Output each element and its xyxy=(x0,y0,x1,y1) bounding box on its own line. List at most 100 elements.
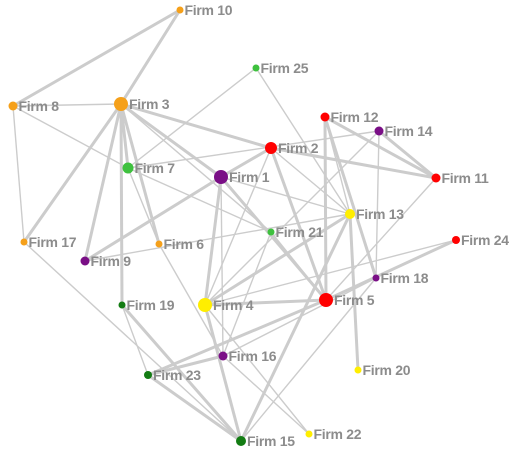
node-label-firm-5: Firm 5 xyxy=(334,292,375,308)
node-firm-22[interactable] xyxy=(305,430,313,438)
edge-f3-f17 xyxy=(22,102,123,244)
node-firm-19[interactable] xyxy=(118,301,126,309)
edge-f3-f1 xyxy=(119,102,223,179)
edge-f1-f13 xyxy=(220,176,351,215)
edge-f3-f21 xyxy=(120,103,272,233)
node-firm-2[interactable] xyxy=(265,142,277,154)
edge-f2-f5 xyxy=(269,146,328,302)
node-firm-8[interactable] xyxy=(8,101,18,111)
edge-f19-f23 xyxy=(121,304,149,376)
edge-f16-f22 xyxy=(222,355,310,435)
edge-f23-f15 xyxy=(146,373,243,443)
node-label-firm-12: Firm 12 xyxy=(331,109,379,125)
edge-f21-f5 xyxy=(270,231,327,301)
edge-f1-f9 xyxy=(83,175,223,263)
node-firm-17[interactable] xyxy=(20,238,28,246)
node-firm-9[interactable] xyxy=(80,256,90,266)
node-firm-21[interactable] xyxy=(267,228,275,236)
edge-f12-f5 xyxy=(323,115,328,302)
edge-f25-f13 xyxy=(255,67,351,215)
node-label-firm-1: Firm 1 xyxy=(229,169,270,185)
node-firm-13[interactable] xyxy=(345,209,355,219)
node-label-firm-14: Firm 14 xyxy=(385,123,433,139)
edge-f3-f10 xyxy=(119,8,182,106)
node-label-firm-7: Firm 7 xyxy=(135,160,176,176)
edge-f19-f15 xyxy=(120,303,243,443)
node-firm-23[interactable] xyxy=(144,371,152,379)
node-label-firm-18: Firm 18 xyxy=(381,270,429,286)
labels-layer: Firm 1 Firm 2 Firm 3 Firm 4 Firm 5 Firm 6 Firm… xyxy=(19,2,510,449)
node-firm-20[interactable] xyxy=(354,366,362,374)
node-firm-3[interactable] xyxy=(114,97,128,111)
node-label-firm-9: Firm 9 xyxy=(91,253,132,269)
node-label-firm-15: Firm 15 xyxy=(247,433,295,449)
edge-f4-f5 xyxy=(203,298,328,307)
edge-f15-f17 xyxy=(23,241,242,442)
node-firm-24[interactable] xyxy=(452,236,460,244)
edge-f14-f4 xyxy=(204,130,380,306)
edge-f3-f19 xyxy=(119,102,124,307)
node-label-firm-13: Firm 13 xyxy=(356,206,404,222)
edge-f18-f16 xyxy=(222,277,377,357)
edge-f13-f15 xyxy=(239,212,352,443)
edge-f16-f23 xyxy=(146,354,225,377)
node-firm-18[interactable] xyxy=(372,274,380,282)
node-firm-16[interactable] xyxy=(218,351,228,361)
edge-f3-f9 xyxy=(83,102,123,263)
edge-f2-f4 xyxy=(204,147,272,306)
edge-f3-f2 xyxy=(119,102,273,150)
edge-f9-f13 xyxy=(84,213,351,262)
node-firm-10[interactable] xyxy=(176,6,184,14)
edge-f7-f6 xyxy=(127,167,160,245)
edge-f12-f11 xyxy=(323,115,438,180)
node-label-firm-4: Firm 4 xyxy=(213,297,254,313)
node-firm-15[interactable] xyxy=(236,436,246,446)
node-firm-4[interactable] xyxy=(198,298,212,312)
node-label-firm-11: Firm 11 xyxy=(442,170,489,186)
node-label-firm-17: Firm 17 xyxy=(29,234,77,250)
edge-f11-f5 xyxy=(325,177,437,301)
node-firm-5[interactable] xyxy=(319,293,333,307)
edge-f1-f16 xyxy=(220,176,224,357)
node-label-firm-19: Firm 19 xyxy=(127,297,175,313)
edge-f7-f21 xyxy=(127,167,272,233)
edge-f8-f17 xyxy=(12,105,25,243)
node-firm-12[interactable] xyxy=(320,112,330,122)
edge-f24-f5 xyxy=(324,238,458,302)
node-firm-14[interactable] xyxy=(374,126,384,136)
edge-f13-f4 xyxy=(203,212,352,307)
node-label-firm-22: Firm 22 xyxy=(314,426,362,442)
node-label-firm-3: Firm 3 xyxy=(129,96,170,112)
node-firm-25[interactable] xyxy=(252,64,260,72)
edge-f24-f4 xyxy=(204,239,457,306)
nodes-layer xyxy=(8,6,460,446)
node-label-firm-8: Firm 8 xyxy=(19,98,60,114)
node-label-firm-21: Firm 21 xyxy=(276,224,324,240)
edge-f8-f7 xyxy=(12,105,129,169)
edge-f13-f20 xyxy=(348,212,360,372)
edge-f2-f13 xyxy=(270,147,351,215)
edges-layer xyxy=(11,8,458,443)
edge-f12-f13 xyxy=(324,116,351,215)
node-label-firm-16: Firm 16 xyxy=(229,348,277,364)
node-label-firm-23: Firm 23 xyxy=(153,367,201,383)
node-label-firm-6: Firm 6 xyxy=(164,236,205,252)
edge-f1-f4 xyxy=(203,175,223,307)
node-firm-1[interactable] xyxy=(214,170,228,184)
node-firm-11[interactable] xyxy=(431,173,441,183)
edge-f4-f15 xyxy=(203,303,243,443)
node-label-firm-2: Firm 2 xyxy=(278,140,319,156)
node-firm-6[interactable] xyxy=(155,240,163,248)
edge-f3-f8 xyxy=(12,103,122,107)
edge-f2-f11 xyxy=(269,146,438,180)
node-label-firm-24: Firm 24 xyxy=(461,232,509,248)
node-label-firm-10: Firm 10 xyxy=(185,2,233,18)
edge-f14-f11 xyxy=(377,129,438,180)
edge-f12-f18 xyxy=(323,115,378,280)
edge-f2-f1 xyxy=(219,146,273,179)
edge-f18-f15 xyxy=(240,277,377,442)
edge-f14-f18 xyxy=(375,130,380,279)
edge-f8-f10 xyxy=(11,8,182,108)
node-firm-7[interactable] xyxy=(122,162,134,174)
